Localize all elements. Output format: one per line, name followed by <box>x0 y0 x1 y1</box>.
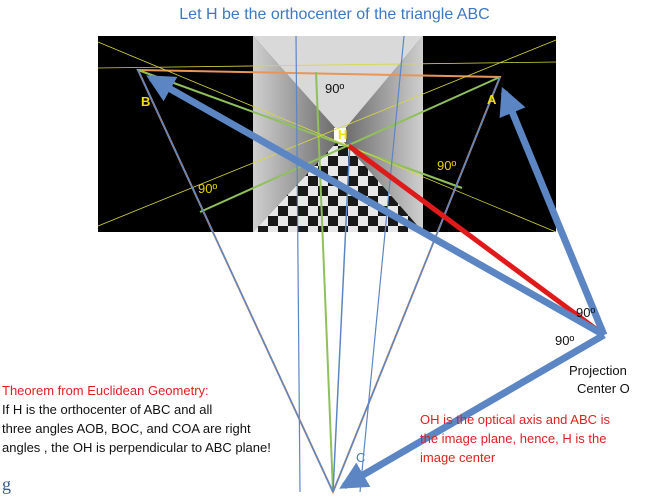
theorem-line: three angles AOB, BOC, and COA are right <box>2 419 271 438</box>
projection-label-line: Center O <box>569 380 630 398</box>
arrow-o-to-b <box>151 78 604 335</box>
vertex-label-b: B <box>141 94 150 109</box>
angle-label-right: 90º <box>437 158 456 173</box>
projection-center-label: Projection Center O <box>569 362 630 398</box>
angle-label-top: 90º <box>325 81 344 96</box>
construction-line-1 <box>98 42 556 232</box>
theorem-text: Theorem from Euclidean Geometry: If H is… <box>2 381 271 457</box>
angle-label-left: 90º <box>198 181 217 196</box>
theorem-heading: Theorem from Euclidean Geometry: <box>2 381 271 400</box>
hall-line-left <box>296 36 300 492</box>
theorem-line: If H is the orthocenter of ABC and all <box>2 400 271 419</box>
vertex-label-h: H <box>338 127 347 142</box>
vertex-label-a: A <box>487 92 496 107</box>
theorem-line: angles , the OH is perpendicular to ABC … <box>2 438 271 457</box>
note-line: OH is the optical axis and ABC is <box>420 410 610 429</box>
hall-line-right <box>360 36 404 492</box>
note-line: the image plane, hence, H is the <box>420 429 610 448</box>
optical-axis-note: OH is the optical axis and ABC is the im… <box>420 410 610 467</box>
altitude-from-b <box>138 70 462 188</box>
vertex-label-c: C <box>356 450 365 465</box>
altitude-from-c <box>316 72 333 492</box>
projection-label-line: Projection <box>569 362 630 380</box>
angle-label-o-lower: 90º <box>555 333 574 348</box>
note-line: image center <box>420 448 610 467</box>
construction-line-2 <box>98 62 556 68</box>
stray-glyph: g <box>2 474 11 495</box>
angle-label-o-upper: 90º <box>576 305 595 320</box>
